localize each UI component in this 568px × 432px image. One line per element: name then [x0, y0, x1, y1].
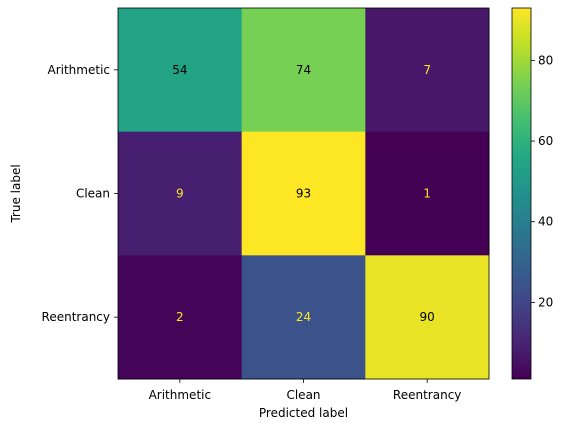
colorbar-frame — [511, 7, 532, 380]
y-tick-label: Reentrancy — [42, 310, 110, 324]
colorbar-tick-label: 20 — [538, 295, 553, 309]
cell-value-labels: 54 74 7 9 93 1 2 24 90 — [172, 63, 435, 324]
y-axis-label: True label — [9, 164, 23, 223]
cell-value-label: 74 — [296, 63, 311, 77]
y-axis-ticks: Arithmetic Clean Reentrancy — [42, 63, 118, 324]
y-tick-label: Clean — [76, 187, 110, 201]
matrix-cell — [118, 255, 243, 380]
cell-value-label: 93 — [296, 187, 311, 201]
cell-value-label: 54 — [172, 63, 187, 77]
cell-value-label: 7 — [423, 63, 431, 77]
colorbar-tick-label: 40 — [538, 215, 553, 229]
matrix-cell — [241, 131, 366, 256]
matrix-cell — [241, 8, 366, 133]
matrix-cell — [365, 8, 490, 133]
matrix-cell — [365, 255, 490, 380]
matrix-cells — [118, 8, 490, 380]
colorbar — [512, 8, 531, 379]
x-tick-label: Arithmetic — [149, 388, 212, 402]
x-axis-ticks: Arithmetic Clean Reentrancy — [149, 379, 461, 402]
y-tick-label: Arithmetic — [48, 63, 111, 77]
cell-value-label: 1 — [423, 187, 431, 201]
cell-value-label: 2 — [176, 310, 184, 324]
cell-value-label: 9 — [176, 187, 184, 201]
colorbar-tick-label: 60 — [538, 134, 553, 148]
x-axis-label: Predicted label — [259, 406, 348, 420]
x-tick-label: Reentrancy — [393, 388, 461, 402]
cell-value-label: 90 — [420, 310, 435, 324]
colorbar-ticks: 20 40 60 80 — [531, 53, 553, 309]
cell-value-label: 24 — [296, 310, 311, 324]
matrix-cell — [241, 255, 366, 380]
matrix-cell — [118, 8, 243, 133]
x-tick-label: Clean — [286, 388, 320, 402]
matrix-cell — [118, 131, 243, 256]
colorbar-tick-label: 80 — [538, 53, 553, 67]
matrix-cell — [365, 131, 490, 256]
